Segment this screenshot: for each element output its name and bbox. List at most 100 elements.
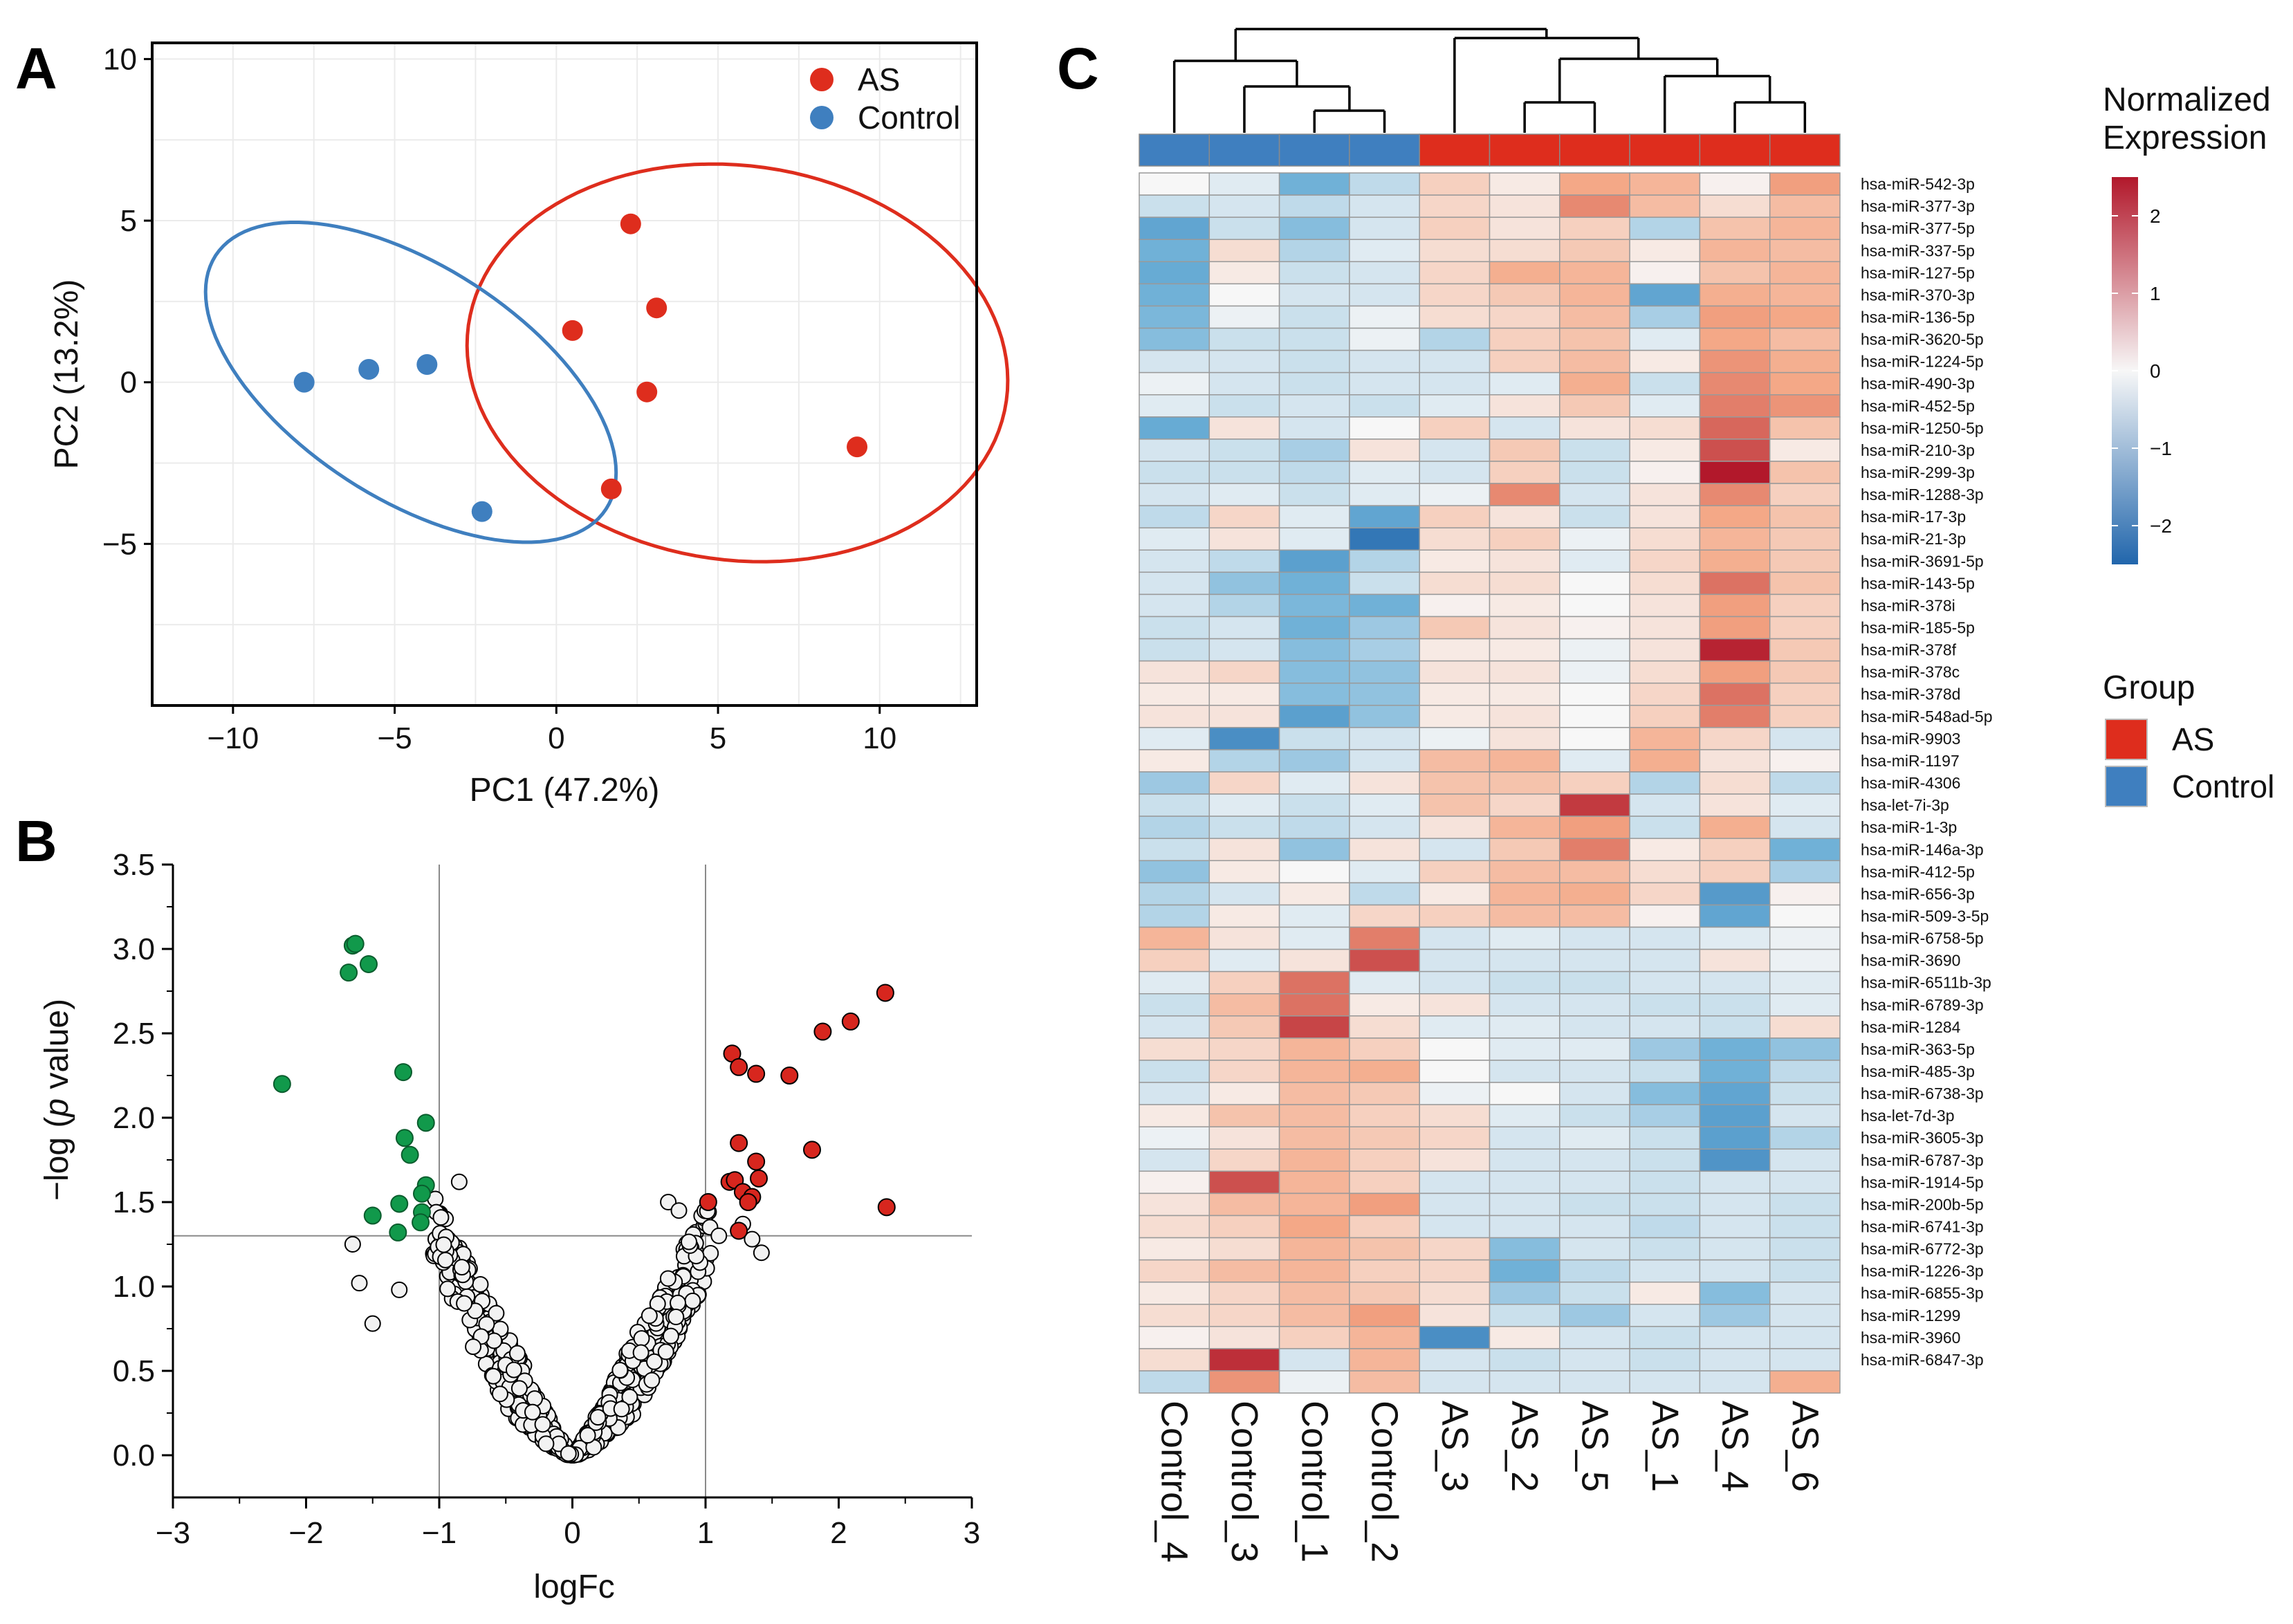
heatmap-cell [1278, 1192, 1350, 1217]
heatmap-cell [1559, 970, 1630, 995]
heatmap-cell [1699, 793, 1771, 817]
volcano-point-down [390, 1194, 409, 1213]
column-label: AS_5 [1574, 1401, 1615, 1492]
panel-label-a: A [15, 36, 57, 101]
row-label: hsa-miR-1288-3p [1861, 486, 1984, 504]
row-label: hsa-miR-378c [1861, 663, 1960, 681]
heatmap-cell [1349, 394, 1420, 418]
volcano-point-ns [453, 1259, 470, 1276]
row-label: hsa-miR-143-5p [1861, 574, 1975, 592]
heatmap-cell [1419, 860, 1491, 884]
heatmap-cell [1629, 1370, 1701, 1394]
group-annotation-cell [1559, 133, 1630, 167]
volcano-point-ns [670, 1202, 688, 1219]
heatmap-cell [1699, 1348, 1771, 1372]
volcano-point-ns [437, 1251, 454, 1268]
heatmap-cell [1699, 349, 1771, 373]
heatmap-cell [1769, 194, 1841, 218]
heatmap-cell [1489, 727, 1560, 750]
heatmap-cell [1208, 993, 1280, 1017]
heatmap-cell [1489, 261, 1560, 285]
heatmap-cell [1699, 616, 1771, 640]
heatmap-cell [1559, 993, 1630, 1017]
heatmap-cell [1208, 394, 1280, 418]
heatmap-cell [1629, 771, 1701, 795]
heatmap-cell [1278, 616, 1350, 640]
heatmap-cell [1559, 926, 1630, 950]
heatmap-cell [1139, 1082, 1210, 1105]
heatmap-cell [1139, 1281, 1210, 1305]
heatmap-cell [1769, 1237, 1841, 1261]
heatmap-cell [1419, 1170, 1491, 1194]
heatmap-cell [1419, 993, 1491, 1017]
heatmap-cell [1278, 327, 1350, 351]
heatmap-cell [1699, 327, 1771, 351]
volcano-point-down [363, 1206, 382, 1225]
heatmap-cell [1278, 216, 1350, 240]
heatmap-cell [1769, 1104, 1841, 1127]
heatmap-cell [1769, 371, 1841, 396]
heatmap-cell [1559, 815, 1630, 839]
heatmap-cell [1559, 682, 1630, 706]
heatmap-cell [1139, 239, 1210, 263]
volcano-plot: −3 −2 −1 0 1 2 3 0.0 0.5 1.0 1.5 2.0 2.5 3.0 3.5 logFc… [39, 848, 980, 1605]
volcano-point-up [739, 1193, 757, 1211]
heatmap-cell [1208, 1215, 1280, 1239]
heatmap-cell [1349, 327, 1420, 351]
heatmap-cell [1278, 727, 1350, 750]
heatmap-cell [1559, 1192, 1630, 1217]
heatmap-cell [1208, 194, 1280, 218]
heatmap-cell [1699, 705, 1771, 728]
y-tick-label: 2.5 [113, 1017, 155, 1051]
heatmap-cell [1699, 993, 1771, 1017]
pca-point-control [471, 501, 492, 522]
heatmap-cell [1489, 593, 1560, 618]
heatmap-cell [1769, 461, 1841, 484]
heatmap-cell [1489, 1348, 1560, 1372]
heatmap-cell [1349, 1215, 1420, 1239]
heatmap-cell [1629, 261, 1701, 285]
volcano-point-ns [633, 1330, 650, 1347]
heatmap-cell [1699, 882, 1771, 906]
heatmap-cell [1349, 371, 1420, 396]
heatmap-cell [1278, 571, 1350, 596]
heatmap-cell [1419, 461, 1491, 484]
heatmap-cell [1139, 904, 1210, 928]
heatmap-cell [1629, 327, 1701, 351]
volcano-point-down [416, 1114, 435, 1132]
heatmap-cell [1349, 571, 1420, 596]
heatmap-cell [1419, 1192, 1491, 1217]
color-scale-tick-label: 0 [2150, 360, 2161, 382]
row-label: hsa-miR-3690 [1861, 952, 1960, 970]
group-annotation-cell [1769, 133, 1841, 167]
heatmap-cell [1559, 705, 1630, 728]
heatmap-cell [1629, 970, 1701, 995]
heatmap-cell [1349, 1348, 1420, 1372]
heatmap-cell [1559, 483, 1630, 506]
x-tick-label: 2 [830, 1516, 847, 1550]
volcano-point-up [876, 984, 894, 1002]
volcano-point-up [750, 1169, 768, 1188]
heatmap-cell [1419, 527, 1491, 551]
heatmap-cell [1139, 993, 1210, 1017]
heatmap-cell [1489, 1082, 1560, 1105]
heatmap-cell [1419, 1037, 1491, 1061]
heatmap-cell [1699, 682, 1771, 706]
heatmap-cell [1208, 705, 1280, 728]
heatmap-cell [1349, 1281, 1420, 1305]
heatmap-cell [1559, 283, 1630, 307]
heatmap-cell [1139, 505, 1210, 528]
heatmap-cell [1278, 1104, 1350, 1127]
volcano-point-ns [579, 1427, 596, 1444]
heatmap-cell [1489, 660, 1560, 684]
heatmap-cell [1349, 483, 1420, 506]
heatmap-cell [1278, 505, 1350, 528]
heatmap-cell [1139, 793, 1210, 817]
heatmap-cell [1419, 172, 1491, 196]
heatmap-cell [1278, 1170, 1350, 1194]
legend-marker-control [810, 106, 834, 129]
heatmap-cell [1559, 838, 1630, 862]
heatmap-cell [1629, 1348, 1701, 1372]
heatmap-cell [1489, 1304, 1560, 1327]
heatmap-cell [1208, 660, 1280, 684]
